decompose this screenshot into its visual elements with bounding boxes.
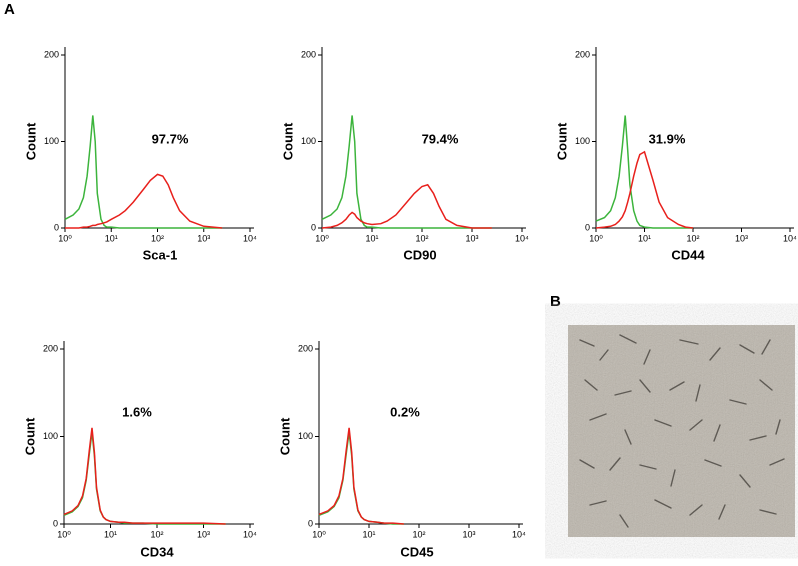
x-tick-label: 10²	[412, 529, 425, 539]
x-tick-label: 10¹	[638, 233, 651, 243]
histogram-line	[595, 115, 693, 229]
histogram-chart: 0 100 200 10⁰ 10¹ 10² 10³ 10⁴ Count Sca-1 97.7%	[23, 47, 257, 262]
histogram-chart: 0 100 200 10⁰ 10¹ 10² 10³ 10⁴ Count CD90 79.4%	[280, 47, 529, 262]
y-tick-label: 0	[308, 518, 313, 528]
cells	[579, 334, 785, 528]
x-tick-label: 10²	[415, 233, 428, 243]
histogram-chart: 0 100 200 10⁰ 10¹ 10² 10³ 10⁴ Count CD34 1.6%	[22, 341, 257, 559]
y-axis-label: Count	[554, 122, 569, 160]
y-tick-label: 0	[311, 222, 316, 232]
y-axis-label: Count	[277, 417, 292, 455]
y-axis-label: Count	[23, 122, 38, 160]
x-tick-label: 10³	[197, 233, 210, 243]
histogram-line	[318, 432, 404, 525]
x-tick-label: 10³	[465, 233, 478, 243]
histogram-line	[595, 150, 694, 229]
histogram-chart: 0 100 200 10⁰ 10¹ 10² 10³ 10⁴ Count CD44 31.9%	[554, 47, 797, 262]
x-tick-label: 10²	[150, 529, 163, 539]
percentage-annotation: 0.2%	[390, 404, 420, 419]
percentage-annotation: 79.4%	[422, 131, 459, 146]
x-tick-label: 10⁰	[312, 529, 326, 539]
x-tick-label: 10²	[151, 233, 164, 243]
histogram-line	[65, 173, 223, 229]
histogram-line	[318, 427, 404, 525]
panel-label: A	[4, 1, 15, 18]
x-tick-label: 10⁰	[315, 233, 329, 243]
x-tick-label: 10⁴	[243, 529, 257, 539]
histogram-line	[63, 432, 226, 525]
histogram-line	[64, 115, 223, 229]
percentage-annotation: 1.6%	[122, 404, 152, 419]
x-tick-label: 10¹	[365, 233, 378, 243]
x-tick-label: 10³	[462, 529, 475, 539]
x-axis-label: CD34	[140, 544, 174, 559]
x-tick-label: 10⁴	[512, 529, 526, 539]
y-tick-label: 100	[44, 136, 59, 146]
x-axis-label: CD44	[671, 247, 705, 262]
histogram-chart: 0 100 200 10⁰ 10¹ 10² 10³ 10⁴ Count CD45 0.2%	[277, 341, 526, 559]
y-tick-label: 100	[301, 136, 316, 146]
x-tick-label: 10¹	[104, 529, 117, 539]
y-tick-label: 0	[54, 222, 59, 232]
x-axis-label: CD90	[403, 247, 436, 262]
y-axis-label: Count	[280, 122, 295, 160]
x-axis-label: Sca-1	[143, 247, 178, 262]
cell-micrograph	[568, 325, 795, 537]
x-tick-label: 10⁴	[515, 233, 529, 243]
y-tick-label: 200	[43, 343, 58, 353]
x-tick-label: 10³	[735, 233, 748, 243]
x-tick-label: 10⁰	[589, 233, 603, 243]
y-axis-label: Count	[22, 417, 37, 455]
percentage-annotation: 31.9%	[649, 131, 686, 146]
y-tick-label: 0	[53, 518, 58, 528]
histogram-line	[321, 183, 492, 229]
y-tick-label: 100	[575, 136, 590, 146]
histogram-line	[63, 427, 226, 525]
y-tick-label: 100	[298, 431, 313, 441]
y-tick-label: 200	[44, 49, 59, 59]
x-tick-label: 10⁴	[243, 233, 257, 243]
x-tick-label: 10⁴	[783, 233, 797, 243]
x-tick-label: 10⁰	[57, 529, 71, 539]
percentage-annotation: 97.7%	[152, 131, 189, 146]
y-tick-label: 200	[301, 49, 316, 59]
y-tick-label: 100	[43, 431, 58, 441]
x-tick-label: 10²	[686, 233, 699, 243]
x-tick-label: 10⁰	[58, 233, 72, 243]
y-tick-label: 0	[585, 222, 590, 232]
y-tick-label: 200	[575, 49, 590, 59]
x-tick-label: 10³	[197, 529, 210, 539]
x-tick-label: 10¹	[362, 529, 375, 539]
y-tick-label: 200	[298, 343, 313, 353]
x-axis-label: CD45	[400, 544, 433, 559]
x-tick-label: 10¹	[105, 233, 118, 243]
histogram-line	[321, 115, 492, 229]
panel-label: B	[550, 293, 561, 310]
